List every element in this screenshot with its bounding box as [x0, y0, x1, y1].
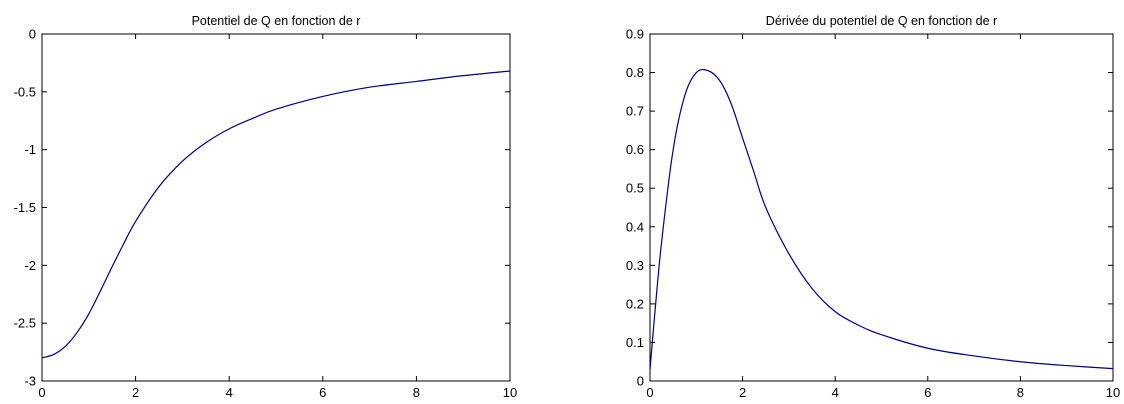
x-tick-label: 2: [132, 385, 139, 400]
y-tick-label: -2.5: [14, 316, 36, 331]
y-tick-label: 0.6: [626, 142, 644, 157]
x-tick-label: 6: [319, 385, 326, 400]
x-tick-label: 0: [646, 385, 653, 400]
axes-box: [41, 33, 511, 382]
y-tick-label: -1: [24, 142, 36, 157]
y-tick-label: -0.5: [14, 84, 36, 99]
y-tick-label: 0.8: [626, 65, 644, 80]
x-tick-label: 2: [739, 385, 746, 400]
x-tick-label: 10: [503, 385, 517, 400]
x-tick-label: 8: [1017, 385, 1024, 400]
y-tick-label: -2: [24, 258, 36, 273]
y-tick-label: 0.4: [626, 219, 644, 234]
potential-derivative-plot: Dérivée du potentiel de Q en fonction de…: [626, 14, 1120, 400]
x-tick-label: 0: [38, 385, 45, 400]
y-tick-label: 0.2: [626, 296, 644, 311]
x-tick-label: 10: [1106, 385, 1120, 400]
series-line: [41, 70, 511, 359]
plot-title: Potentiel de Q en fonction de r: [192, 14, 361, 28]
x-tick-label: 4: [832, 385, 839, 400]
y-tick-label: 0.7: [626, 104, 644, 119]
y-tick-label: -1.5: [14, 200, 36, 215]
y-tick-label: 0.3: [626, 258, 644, 273]
axes-box: [649, 33, 1114, 382]
x-tick-label: 8: [413, 385, 420, 400]
y-tick-label: 0: [637, 374, 644, 389]
series-line: [649, 68, 1114, 370]
x-tick-label: 6: [924, 385, 931, 400]
y-tick-label: 0.1: [626, 335, 644, 350]
y-tick-label: 0.5: [626, 181, 644, 196]
y-tick-label: 0.9: [626, 27, 644, 42]
potential-plot: Potentiel de Q en fonction de r0 2 4 6 8 100-…: [14, 14, 518, 400]
y-tick-label: -3: [24, 374, 36, 389]
plot-title: Dérivée du potentiel de Q en fonction de…: [766, 14, 997, 28]
x-tick-label: 4: [226, 385, 233, 400]
y-tick-label: 0: [29, 27, 36, 42]
